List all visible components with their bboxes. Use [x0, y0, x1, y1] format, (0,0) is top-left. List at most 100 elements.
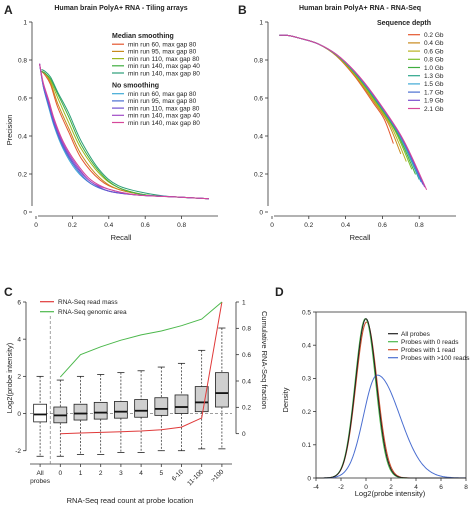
panel-c-xtick-label: 3: [119, 470, 123, 477]
panel-c-xtick-label: 2: [99, 470, 103, 477]
panel-b-xtick-label: 0.8: [415, 222, 424, 229]
panel-a-legend-label: min run 95, max gap 80: [128, 49, 197, 56]
panel-a-legend-heading: No smoothing: [112, 83, 159, 90]
panel-d-xlabel: Log2(probe intensity): [355, 489, 426, 498]
panel-a-chart: Human brain PolyA+ RNA - Tiling arrays 0…: [5, 5, 218, 242]
panel-c-ytick-label: 0: [17, 411, 21, 418]
panel-d-ytick-label: 0.2: [302, 409, 311, 416]
panel-b-xtick-label: 0.2: [304, 222, 313, 229]
panel-d-legend-label: All probes: [401, 331, 431, 338]
panel-d-ytick-label: 0.5: [302, 309, 311, 316]
panel-a-legend-label: min run 110, max gap 80: [128, 105, 200, 112]
panel-d-xtick-label: 0: [364, 484, 368, 491]
panel-a-ytick-label: 0.6: [18, 95, 27, 102]
panel-c-box: [73, 403, 88, 421]
panel-b-legend-label: 1.9 Gb: [424, 98, 444, 105]
panel-d-xtick-label: 2: [389, 484, 393, 491]
panel-a-ytick-label: 0.2: [18, 171, 27, 178]
panel-a-legend-heading: Median smoothing: [112, 33, 174, 40]
panel-a-legend-label: min run 140, max gap 40: [128, 113, 200, 120]
panel-b-series-line: [279, 34, 416, 175]
panel-a-title: Human brain PolyA+ RNA - Tiling arrays: [54, 5, 187, 12]
panel-letter-c: C: [4, 285, 13, 299]
panel-c-xtick-label-line: probes: [30, 478, 51, 485]
panel-b-legend-label: 1.3 Gb: [424, 73, 444, 80]
panel-a-series-line: [41, 69, 209, 200]
panel-c-ylabel-right: Cumulative RNA-Seq fraction: [260, 311, 269, 409]
panel-b-legend: Sequence depth 0.2 Gb0.4 Gb0.6 Gb0.8 Gb1…: [377, 20, 444, 113]
panel-b-series-line: [279, 34, 420, 180]
panel-d-xtick-label: -2: [338, 484, 344, 491]
panel-a-xtick-label: 0.6: [141, 222, 150, 229]
panel-b-xtick-label: 0: [270, 222, 274, 229]
panel-d-series-line: [316, 374, 467, 479]
panel-c-xtick-label: 5: [159, 470, 163, 477]
panel-b-legend-label: 0.8 Gb: [424, 57, 444, 64]
panel-d-xtick-label: -4: [313, 484, 319, 491]
panel-d-xtick-label: 4: [414, 484, 418, 491]
panel-c-legend-label: RNA-Seq genomic area: [58, 309, 127, 316]
panel-c-box: [215, 372, 229, 408]
panel-d-ytick-label: 0: [307, 475, 311, 482]
panel-c-ytick-right-label: 1: [242, 299, 246, 306]
panel-b-legend-label: 0.2 Gb: [424, 32, 444, 39]
panel-letter-a: A: [4, 3, 13, 17]
panel-c-series-line: [59, 301, 223, 378]
panel-c-xtick-label: 1: [79, 470, 83, 477]
panel-a-legend-label: min run 60, max gap 80: [128, 42, 197, 49]
panel-c-box: [194, 386, 209, 413]
panel-a-xtick-label: 0.4: [104, 222, 113, 229]
panel-b-ytick-label: 0.2: [254, 171, 263, 178]
panel-c-ytick-right-label: 0.2: [242, 405, 251, 412]
panel-a-ytick-label: 1: [23, 19, 27, 26]
panel-b-legend-label: 0.4 Gb: [424, 40, 444, 47]
panel-c-ytick-label: 6: [17, 299, 21, 306]
panel-c-series-line: [60, 301, 223, 435]
panel-b-series-line: [279, 34, 422, 183]
panel-b-series-line: [279, 34, 413, 170]
panel-c-ylabel: Log2(probe intensity): [5, 342, 14, 413]
panel-c-xtick-label: 4: [139, 470, 143, 477]
panel-a-legend-label: min run 140, max gap 80: [128, 120, 200, 127]
panel-a-legend-label: min run 95, max gap 80: [128, 98, 197, 105]
panel-c-chart: -2 0 2 4 6 0 0.2 0.4 0.6 0.8 1 All probes 0 1 2 3 4 5 6-10 1…: [5, 299, 269, 505]
panel-b-ytick-label: 0: [259, 209, 263, 216]
panel-d-ylabel: Density: [281, 387, 290, 412]
panel-b-xtick-label: 0.6: [378, 222, 387, 229]
panel-b-ytick-label: 1: [259, 19, 263, 26]
panel-c-box: [114, 401, 128, 419]
panel-b-series-line: [279, 34, 428, 191]
panel-b-series-line: [279, 34, 407, 162]
panel-a-xtick-label: 0.8: [177, 222, 186, 229]
panel-d-series-line: [316, 317, 466, 479]
panel-d-axes: 0 0.1 0.2 0.3 0.4 0.5 -4 -2 0 2 4 6 8: [302, 309, 468, 491]
panel-b-legend-label: 1.5 Gb: [424, 81, 444, 88]
panel-c-xtick-label: All probes: [30, 470, 51, 485]
panel-a-ytick-label: 0: [23, 209, 27, 216]
panel-d-ytick-label: 0.3: [302, 376, 311, 383]
panel-c-ytick-right-label: 0.4: [242, 378, 251, 385]
panel-a-series-line: [39, 63, 209, 200]
panel-b-legend-label: 0.6 Gb: [424, 48, 444, 55]
panel-b-series-line: [279, 34, 394, 144]
panel-c-boxes: [33, 327, 229, 457]
panel-d-chart: 00.10.20.30.40.5-4 -2 0 2 4 6 8 All probesProb…: [281, 309, 470, 498]
panel-b-xtick-label: 0.4: [341, 222, 350, 229]
panel-letter-b: B: [238, 3, 247, 17]
panel-b-series-line: [279, 34, 402, 155]
panel-c-ytick-label: -2: [15, 448, 21, 455]
panel-d-legend-label: Probes with >100 reads: [401, 355, 470, 362]
panel-b-ytick-label: 0.6: [254, 95, 263, 102]
panel-a-xtick-label: 0: [34, 222, 38, 229]
panel-c-ytick-right-label: 0: [242, 431, 246, 438]
panel-b-ytick-label: 0.8: [254, 57, 263, 64]
panel-a-lines: [39, 63, 209, 200]
panel-b-series-line: [279, 34, 424, 185]
panel-c-legend: RNA-Seq read mass RNA-Seq genomic area: [40, 299, 127, 316]
panel-c-box: [93, 401, 108, 420]
panel-c-xtick-label: 0: [58, 470, 62, 477]
panel-c-ytick-right-label: 0.6: [242, 352, 251, 359]
